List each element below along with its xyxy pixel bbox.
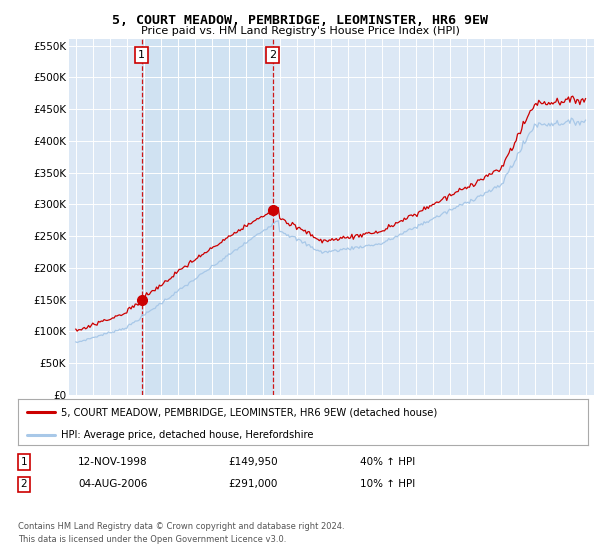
Text: 40% ↑ HPI: 40% ↑ HPI — [360, 457, 415, 467]
Text: 1: 1 — [138, 50, 145, 60]
Text: £149,950: £149,950 — [228, 457, 278, 467]
Bar — [142, 39, 272, 395]
Text: Contains HM Land Registry data © Crown copyright and database right 2024.: Contains HM Land Registry data © Crown c… — [18, 522, 344, 531]
Text: 2: 2 — [269, 50, 276, 60]
Text: 12-NOV-1998: 12-NOV-1998 — [78, 457, 148, 467]
Text: 5, COURT MEADOW, PEMBRIDGE, LEOMINSTER, HR6 9EW (detached house): 5, COURT MEADOW, PEMBRIDGE, LEOMINSTER, … — [61, 407, 437, 417]
Text: Price paid vs. HM Land Registry's House Price Index (HPI): Price paid vs. HM Land Registry's House … — [140, 26, 460, 36]
Text: 2: 2 — [20, 479, 28, 489]
Text: £291,000: £291,000 — [228, 479, 277, 489]
Text: 1: 1 — [20, 457, 28, 467]
Text: 5, COURT MEADOW, PEMBRIDGE, LEOMINSTER, HR6 9EW: 5, COURT MEADOW, PEMBRIDGE, LEOMINSTER, … — [112, 14, 488, 27]
Text: 04-AUG-2006: 04-AUG-2006 — [78, 479, 148, 489]
Text: This data is licensed under the Open Government Licence v3.0.: This data is licensed under the Open Gov… — [18, 535, 286, 544]
Text: 10% ↑ HPI: 10% ↑ HPI — [360, 479, 415, 489]
Text: HPI: Average price, detached house, Herefordshire: HPI: Average price, detached house, Here… — [61, 430, 313, 440]
